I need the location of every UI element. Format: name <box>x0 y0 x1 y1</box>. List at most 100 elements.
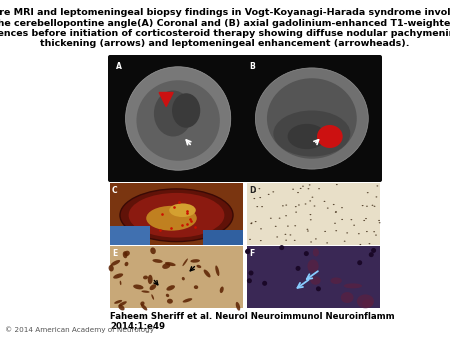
Ellipse shape <box>125 262 128 266</box>
Ellipse shape <box>126 67 231 170</box>
Circle shape <box>248 270 253 275</box>
Bar <box>247 246 380 308</box>
Ellipse shape <box>215 265 220 276</box>
Ellipse shape <box>351 219 352 220</box>
Ellipse shape <box>327 208 328 209</box>
Circle shape <box>247 278 252 283</box>
Ellipse shape <box>310 219 312 220</box>
Ellipse shape <box>373 231 375 232</box>
Ellipse shape <box>203 269 211 277</box>
Ellipse shape <box>148 275 153 284</box>
Ellipse shape <box>259 197 261 198</box>
Ellipse shape <box>366 231 368 232</box>
Ellipse shape <box>295 206 297 207</box>
Ellipse shape <box>335 212 337 213</box>
FancyBboxPatch shape <box>108 55 382 182</box>
Circle shape <box>316 286 321 291</box>
Ellipse shape <box>167 299 173 304</box>
Ellipse shape <box>318 188 320 189</box>
Ellipse shape <box>220 287 224 293</box>
Ellipse shape <box>140 301 144 306</box>
Ellipse shape <box>341 219 343 220</box>
Text: D: D <box>249 186 256 195</box>
Ellipse shape <box>249 239 251 240</box>
Ellipse shape <box>129 193 225 238</box>
Ellipse shape <box>118 305 125 311</box>
Circle shape <box>245 249 250 254</box>
Ellipse shape <box>362 299 373 308</box>
Ellipse shape <box>136 80 220 161</box>
Ellipse shape <box>309 200 311 201</box>
Ellipse shape <box>313 248 319 257</box>
Ellipse shape <box>307 231 309 232</box>
Ellipse shape <box>273 111 351 156</box>
Circle shape <box>296 266 301 271</box>
Ellipse shape <box>372 205 374 206</box>
Ellipse shape <box>288 124 326 149</box>
Ellipse shape <box>324 201 325 202</box>
Ellipse shape <box>272 191 274 192</box>
Ellipse shape <box>341 292 354 303</box>
Ellipse shape <box>314 206 315 207</box>
Text: F: F <box>249 249 254 258</box>
Ellipse shape <box>285 240 287 241</box>
Ellipse shape <box>289 234 291 236</box>
Bar <box>110 246 243 308</box>
Circle shape <box>371 248 376 253</box>
Ellipse shape <box>151 294 154 300</box>
Ellipse shape <box>378 220 380 221</box>
Ellipse shape <box>254 191 256 192</box>
Ellipse shape <box>190 259 200 263</box>
Text: A: A <box>116 62 122 71</box>
Ellipse shape <box>182 259 188 266</box>
Ellipse shape <box>197 265 201 268</box>
Ellipse shape <box>275 226 277 227</box>
Bar <box>203 230 243 245</box>
Ellipse shape <box>154 91 193 137</box>
Ellipse shape <box>315 238 317 240</box>
Ellipse shape <box>375 235 377 236</box>
Text: Faheem Sheriff et al. Neurol Neuroimmunol Neuroinflamm: Faheem Sheriff et al. Neurol Neuroimmuno… <box>110 312 395 321</box>
Ellipse shape <box>326 242 328 243</box>
Ellipse shape <box>285 204 287 206</box>
Bar <box>110 226 150 245</box>
Ellipse shape <box>166 294 169 297</box>
Ellipse shape <box>344 241 346 242</box>
Ellipse shape <box>353 225 355 226</box>
Bar <box>247 246 380 308</box>
Bar <box>110 183 243 245</box>
Circle shape <box>262 281 267 286</box>
Ellipse shape <box>256 68 368 169</box>
Ellipse shape <box>270 218 272 219</box>
Ellipse shape <box>336 184 338 185</box>
Ellipse shape <box>344 283 362 288</box>
Ellipse shape <box>317 125 343 148</box>
Ellipse shape <box>169 203 196 217</box>
Ellipse shape <box>183 298 192 303</box>
Text: © 2014 American Academy of Neurology: © 2014 American Academy of Neurology <box>5 326 154 333</box>
Ellipse shape <box>256 206 258 207</box>
Ellipse shape <box>268 194 270 195</box>
Ellipse shape <box>310 214 311 215</box>
Ellipse shape <box>258 188 260 189</box>
Circle shape <box>357 260 362 265</box>
Ellipse shape <box>310 276 321 285</box>
Ellipse shape <box>260 228 262 230</box>
Ellipse shape <box>292 189 294 190</box>
Ellipse shape <box>330 277 342 284</box>
Ellipse shape <box>172 93 200 128</box>
Ellipse shape <box>306 229 308 230</box>
Ellipse shape <box>310 241 312 243</box>
Ellipse shape <box>360 244 361 245</box>
Ellipse shape <box>166 285 175 291</box>
Ellipse shape <box>255 221 256 222</box>
Ellipse shape <box>362 205 364 206</box>
Ellipse shape <box>146 206 197 231</box>
Ellipse shape <box>108 265 114 271</box>
Ellipse shape <box>150 247 156 254</box>
Text: 2014;1:e49: 2014;1:e49 <box>110 321 165 330</box>
Ellipse shape <box>261 206 263 207</box>
Bar <box>247 183 380 245</box>
Ellipse shape <box>253 198 255 199</box>
Bar <box>110 246 243 308</box>
